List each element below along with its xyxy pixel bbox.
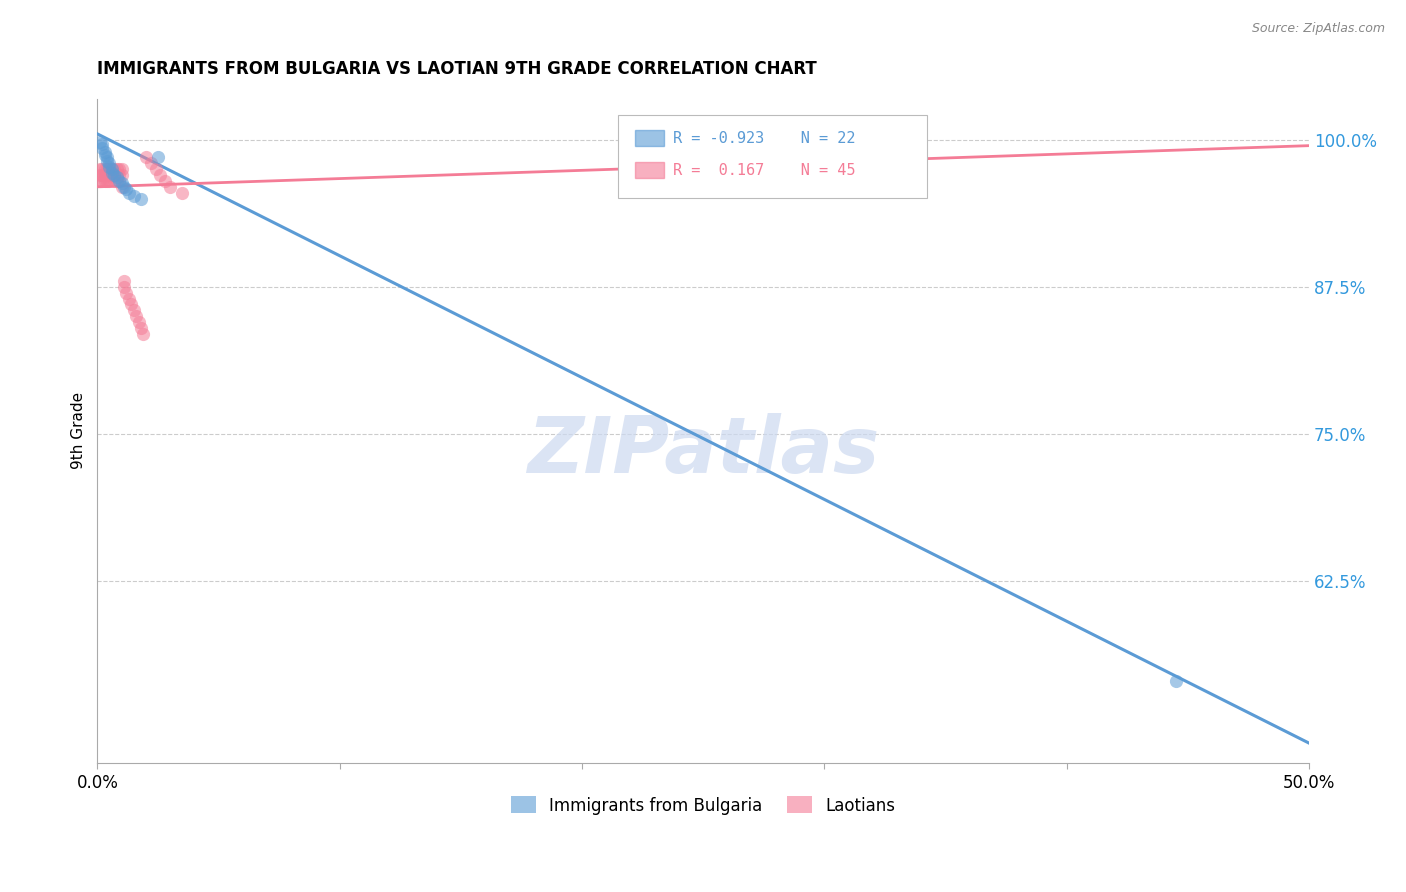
Point [91,162,114,177]
Point [93,162,115,177]
Point [98,156,121,170]
Point [98,168,121,182]
Point [101,168,124,182]
Point [96,162,118,177]
Point [122,189,145,203]
FancyBboxPatch shape [619,115,928,198]
Point [110,168,132,182]
Point [108,162,131,177]
Point [98,174,121,188]
FancyBboxPatch shape [636,130,665,146]
Point [155,174,177,188]
Point [93,145,115,159]
Text: IMMIGRANTS FROM BULGARIA VS LAOTIAN 9TH GRADE CORRELATION CHART: IMMIGRANTS FROM BULGARIA VS LAOTIAN 9TH … [97,60,817,78]
Point [93,174,115,188]
Text: R =  0.167    N = 45: R = 0.167 N = 45 [673,163,855,178]
Text: Source: ZipAtlas.com: Source: ZipAtlas.com [1251,22,1385,36]
Point [112,179,135,194]
Point [112,274,135,288]
Point [91,141,114,155]
Point [118,292,141,306]
Point [105,168,128,182]
Point [146,150,169,164]
Point [91,174,114,188]
Point [93,148,115,162]
Point [103,174,125,188]
Point [172,186,194,200]
Point [108,174,131,188]
Point [149,168,172,182]
Point [91,168,114,182]
Point [101,166,124,180]
Point [139,156,162,170]
Point [115,285,138,300]
Point [135,150,157,164]
Point [112,280,135,294]
Point [91,137,114,152]
Legend: Immigrants from Bulgaria, Laotians: Immigrants from Bulgaria, Laotians [505,789,903,822]
Point [125,309,148,323]
Point [105,162,128,177]
Point [101,162,124,177]
Point [110,176,132,190]
Point [96,174,118,188]
Point [122,303,145,318]
Point [89,162,111,177]
Point [159,179,181,194]
Point [108,168,131,182]
Point [105,170,128,185]
Point [96,153,118,168]
Point [89,168,111,182]
Point [96,168,118,182]
Point [145,162,167,177]
Y-axis label: 9th Grade: 9th Grade [72,392,86,469]
Point [1164,673,1187,688]
Text: R = -0.923    N = 22: R = -0.923 N = 22 [673,131,855,146]
Point [129,321,152,335]
Point [115,182,138,196]
Point [103,162,125,177]
Point [120,297,142,311]
Point [132,326,155,341]
FancyBboxPatch shape [636,162,665,178]
Point [89,135,111,149]
Point [103,168,125,182]
Point [105,174,128,188]
Point [89,174,111,188]
Point [129,192,152,206]
Point [98,162,121,177]
Point [110,162,132,177]
Point [96,150,118,164]
Point [118,186,141,200]
Point [101,162,124,177]
Point [103,168,125,182]
Point [110,179,132,194]
Point [93,168,115,182]
Point [98,160,121,174]
Point [128,315,150,329]
Text: ZIPatlas: ZIPatlas [527,413,879,489]
